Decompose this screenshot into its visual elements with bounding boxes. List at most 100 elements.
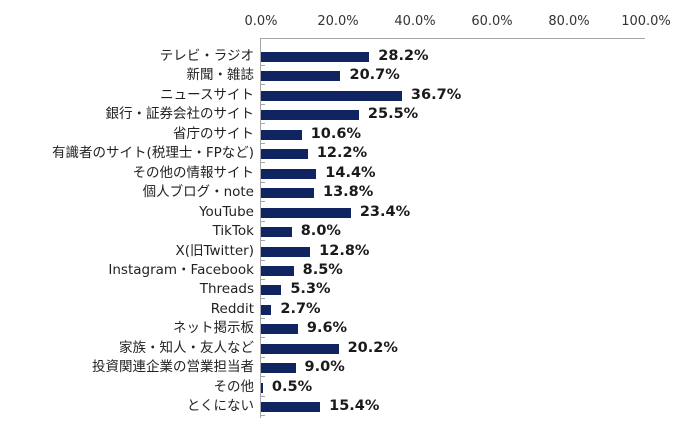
category-label: YouTube xyxy=(199,203,254,220)
y-tick-mark xyxy=(261,162,265,164)
bar xyxy=(261,207,351,218)
value-label: 15.4% xyxy=(329,398,380,415)
bar-row: その他の情報サイト 14.4% xyxy=(0,164,675,183)
y-tick-mark xyxy=(261,337,265,339)
y-tick-mark xyxy=(261,259,265,261)
value-label: 25.5% xyxy=(367,106,419,123)
y-tick-mark xyxy=(261,65,265,66)
value-label: 12.8% xyxy=(319,242,370,259)
bar-row: 個人ブログ・note 13.8% xyxy=(0,183,675,203)
value-label: 9.0% xyxy=(304,359,345,376)
value-label: 5.3% xyxy=(290,281,331,298)
bar xyxy=(261,324,298,335)
category-label: X(旧Twitter) xyxy=(175,242,254,259)
category-label: ネット掲示板 xyxy=(173,320,254,337)
value-label: 2.7% xyxy=(280,300,321,317)
bar xyxy=(261,285,282,296)
category-label: その他の情報サイト xyxy=(132,164,255,181)
y-tick-mark xyxy=(261,395,265,397)
x-tick-label: 100.0% xyxy=(621,14,671,29)
bar xyxy=(261,382,263,393)
bar xyxy=(261,304,272,315)
bar-row: ネット掲示板 9.6% xyxy=(0,319,675,339)
y-axis-line xyxy=(260,38,261,418)
category-label: 有識者のサイト(税理士・FPなど) xyxy=(52,145,254,162)
value-label: 14.4% xyxy=(325,164,376,181)
bar-row: Instagram・Facebook 8.5% xyxy=(0,261,675,280)
bar-row: その他 0.5% xyxy=(0,378,675,397)
y-tick-mark xyxy=(261,84,265,86)
category-label: 投資関連企業の営業担当者 xyxy=(92,359,254,376)
bar xyxy=(261,246,311,257)
category-label: 省庁のサイト xyxy=(173,125,254,142)
category-label: その他 xyxy=(213,378,255,395)
category-label: ニュースサイト xyxy=(160,86,254,103)
y-tick-mark xyxy=(261,123,265,125)
bar xyxy=(261,90,402,101)
bar-row: 省庁のサイト 10.6% xyxy=(0,125,675,144)
value-label: 13.8% xyxy=(322,184,374,201)
bar xyxy=(261,52,370,62)
y-tick-mark xyxy=(261,201,265,203)
value-label: 8.5% xyxy=(302,261,343,278)
bar-row: TikTok 8.0% xyxy=(0,222,675,242)
x-tick-label: 40.0% xyxy=(394,14,436,29)
bar-row: とくにない 15.4% xyxy=(0,397,675,417)
x-tick-label: 80.0% xyxy=(548,14,590,29)
bar xyxy=(261,343,339,354)
category-label: 新聞・雑誌 xyxy=(186,67,255,84)
value-label: 9.6% xyxy=(306,320,348,337)
value-label: 36.7% xyxy=(410,86,462,103)
bar xyxy=(261,188,314,199)
category-label: 家族・知人・友人など xyxy=(119,339,254,356)
bar xyxy=(261,402,321,413)
bar-row: X(旧Twitter) 12.8% xyxy=(0,242,675,261)
bar xyxy=(261,71,341,82)
value-label: 10.6% xyxy=(310,125,362,142)
bar-row: 新聞・雑誌 20.7% xyxy=(0,66,675,86)
x-tick-label: 0.0% xyxy=(244,14,278,29)
bar xyxy=(261,168,317,179)
bar-row: 投資関連企業の営業担当者 9.0% xyxy=(0,358,675,378)
x-tick-label: 60.0% xyxy=(471,14,513,29)
y-tick-mark xyxy=(261,415,265,417)
bar xyxy=(261,149,308,160)
y-tick-mark xyxy=(261,317,265,319)
value-label: 23.4% xyxy=(359,203,411,220)
value-label: 20.2% xyxy=(347,339,398,356)
bar-row: 銀行・証券会社のサイト 25.5% xyxy=(0,105,675,125)
plot-area xyxy=(260,38,645,419)
category-label: Reddit xyxy=(210,300,254,317)
value-label: 20.7% xyxy=(349,67,400,84)
x-tick-label: 20.0% xyxy=(317,14,359,29)
category-label: とくにない xyxy=(186,398,254,415)
y-tick-mark xyxy=(261,220,265,222)
bar xyxy=(261,110,359,121)
y-tick-mark xyxy=(261,240,265,242)
bar-row: ニュースサイト 36.7% xyxy=(0,86,675,105)
y-tick-mark xyxy=(261,142,265,144)
bar-row: テレビ・ラジオ 28.2% xyxy=(0,47,675,66)
y-tick-mark xyxy=(261,298,265,300)
category-label: TikTok xyxy=(212,223,254,240)
bar xyxy=(261,129,302,140)
x-axis-tick-labels: 0.0% 20.0% 40.0% 60.0% 80.0% 100.0% xyxy=(0,14,675,34)
value-label: 0.5% xyxy=(271,378,313,395)
category-label: Instagram・Facebook xyxy=(108,261,254,278)
bar-row: YouTube 23.4% xyxy=(0,203,675,222)
bar xyxy=(261,265,294,276)
y-tick-mark xyxy=(261,278,265,280)
y-tick-mark xyxy=(261,103,265,105)
category-label: Threads xyxy=(199,281,254,298)
bar-row: 家族・知人・友人など 20.2% xyxy=(0,339,675,358)
y-tick-mark xyxy=(261,181,265,183)
bar-row: Reddit 2.7% xyxy=(0,300,675,319)
category-label: 個人ブログ・note xyxy=(142,184,254,201)
category-label: 銀行・証券会社のサイト xyxy=(105,106,255,123)
bar xyxy=(261,363,296,374)
y-tick-mark xyxy=(261,376,265,378)
y-tick-mark xyxy=(261,356,265,358)
bar-row: 有識者のサイト(税理士・FPなど) 12.2% xyxy=(0,144,675,164)
category-label: テレビ・ラジオ xyxy=(159,48,254,64)
bar-row: Threads 5.3% xyxy=(0,280,675,300)
